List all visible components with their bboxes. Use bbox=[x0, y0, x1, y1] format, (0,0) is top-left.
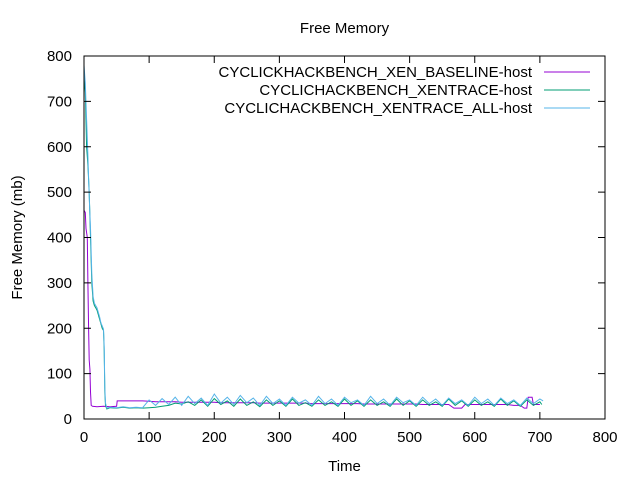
series-line-3 bbox=[83, 65, 544, 409]
y-axis-label: Free Memory (mb) bbox=[9, 175, 26, 299]
y-tick-label: 600 bbox=[47, 139, 72, 156]
y-tick-label: 800 bbox=[47, 48, 72, 65]
series-line-1 bbox=[83, 210, 540, 409]
series-layer bbox=[83, 65, 544, 410]
x-tick-label: 500 bbox=[397, 429, 422, 446]
y-tick-label: 300 bbox=[47, 275, 72, 292]
y-tick-label: 400 bbox=[47, 230, 72, 247]
x-tick-label: 600 bbox=[462, 429, 487, 446]
x-tick-label: 0 bbox=[80, 429, 88, 446]
x-tick-label: 300 bbox=[267, 429, 292, 446]
x-tick-label: 400 bbox=[332, 429, 357, 446]
x-tick-label: 800 bbox=[592, 429, 617, 446]
y-tick-label: 700 bbox=[47, 93, 72, 110]
series-line-2 bbox=[83, 74, 543, 410]
legend-label: CYCLICHACKBENCH_XENTRACE_ALL-host bbox=[224, 100, 532, 117]
y-tick-label: 100 bbox=[47, 366, 72, 383]
legend: CYCLICKHACKBENCH_XEN_BASELINE-hostCYCLIC… bbox=[219, 64, 590, 117]
y-tick-label: 0 bbox=[64, 411, 72, 428]
legend-label: CYCLICKHACKBENCH_XEN_BASELINE-host bbox=[219, 64, 533, 81]
x-tick-label: 100 bbox=[137, 429, 162, 446]
x-tick-label: 700 bbox=[527, 429, 552, 446]
legend-label: CYCLICHACKBENCH_XENTRACE-host bbox=[259, 82, 532, 99]
x-tick-label: 200 bbox=[202, 429, 227, 446]
y-tick-label: 500 bbox=[47, 184, 72, 201]
chart-title: Free Memory bbox=[300, 20, 390, 37]
axes: 0 100 200 300 400 500 600 700 800 0 100 200 300 400 50… bbox=[47, 48, 618, 446]
y-tick-label: 200 bbox=[47, 320, 72, 337]
x-axis-label: Time bbox=[328, 458, 361, 475]
